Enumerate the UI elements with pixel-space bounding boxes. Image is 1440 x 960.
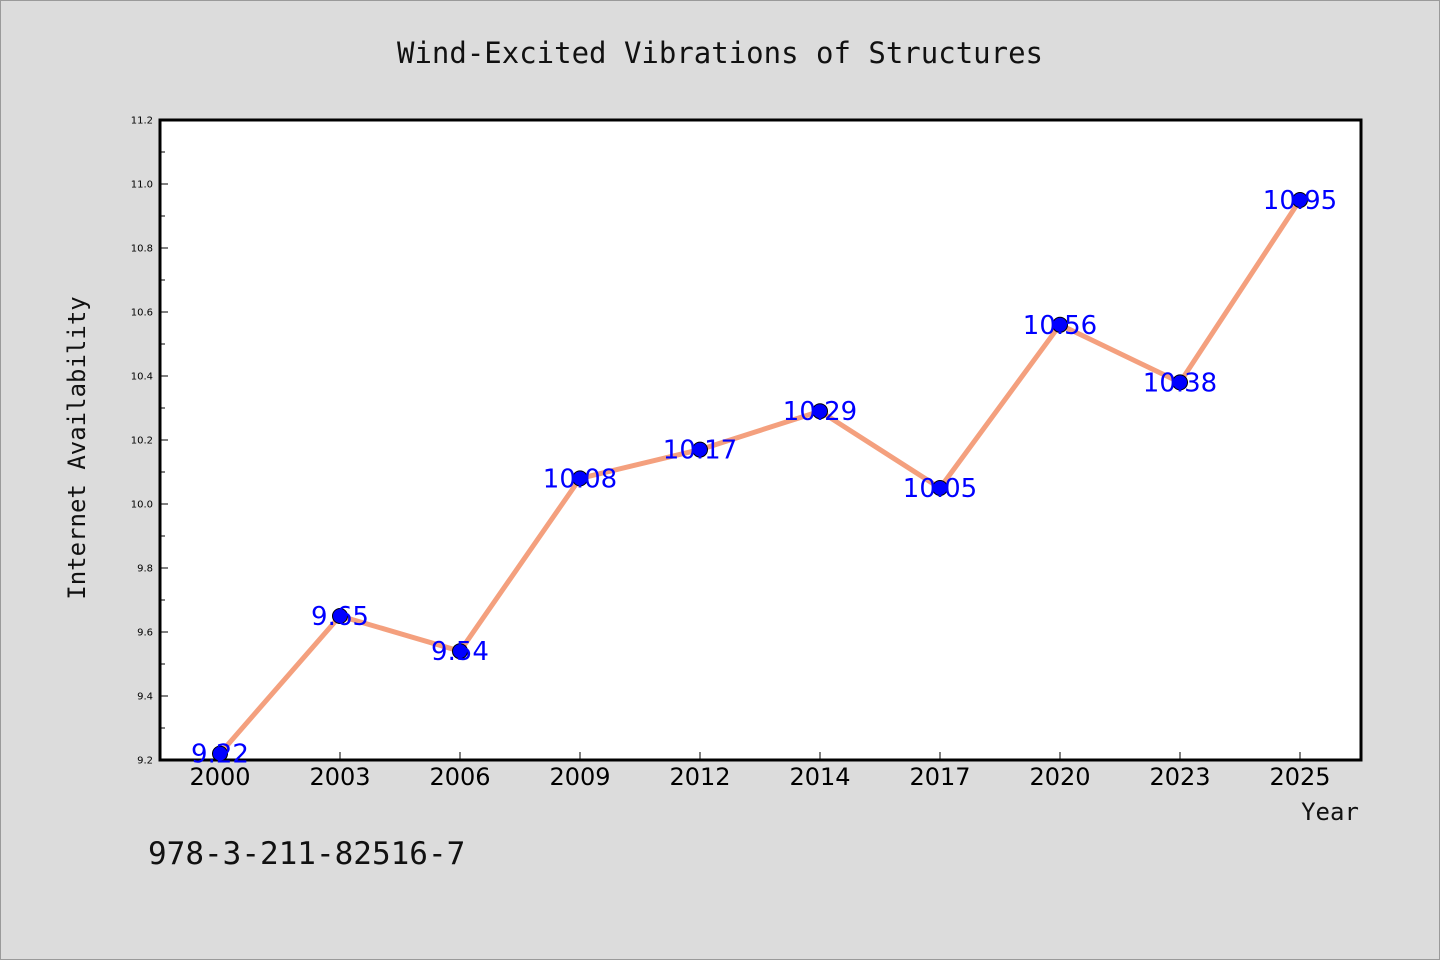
x-tick-label: 2017 <box>909 763 970 791</box>
x-tick-label: 2012 <box>669 763 730 791</box>
data-point <box>572 470 588 487</box>
data-point <box>932 480 948 496</box>
y-tick-label: 10.2 <box>131 436 153 447</box>
series-markers <box>212 192 1308 762</box>
y-tick-label: 9.6 <box>137 628 153 639</box>
chart-title: Wind-Excited Vibrations of Structures <box>397 36 1043 70</box>
data-label: 9.54 <box>431 637 489 667</box>
x-tick-label: 2020 <box>1029 763 1090 791</box>
data-point <box>452 643 468 660</box>
data-label: 10.38 <box>1143 368 1217 398</box>
x-axis-ticks: 2000 2003 2006 2009 2012 2014 2017 2020 2023 2025 <box>189 752 1331 791</box>
y-tick-label: 9.8 <box>137 564 153 575</box>
y-tick-label: 10.8 <box>131 244 153 255</box>
data-point <box>812 403 828 420</box>
data-point <box>1052 316 1068 333</box>
y-axis-ticks: 9.2 9.4 9.6 9.8 10.0 10.2 10.4 10.6 10.8 11.0 11.2 <box>131 116 168 767</box>
data-label: 10.29 <box>783 397 857 427</box>
isbn-text: 978-3-211-82516-7 <box>148 836 465 872</box>
y-tick-label: 10.6 <box>131 308 153 319</box>
y-tick-label: 9.2 <box>137 756 153 767</box>
data-label: 10.08 <box>543 464 617 494</box>
data-label: 10.56 <box>1023 311 1097 341</box>
data-point <box>332 608 348 624</box>
series-polyline <box>217 197 1303 757</box>
data-label: 9.65 <box>311 602 369 632</box>
data-point <box>692 441 708 458</box>
x-tick-label: 2023 <box>1149 763 1210 791</box>
x-axis-label: Year <box>1301 798 1359 826</box>
y-tick-label: 10.4 <box>131 372 153 383</box>
data-label: 9.22 <box>191 740 249 770</box>
data-point <box>1292 192 1308 208</box>
data-label: 10.05 <box>903 474 977 504</box>
data-point <box>212 745 228 762</box>
x-tick-label: 2000 <box>189 763 250 791</box>
x-tick-label: 2025 <box>1269 763 1330 791</box>
y-tick-label: 11.0 <box>131 180 153 191</box>
data-label: 10.17 <box>663 436 737 466</box>
y-tick-label: 10.0 <box>131 500 153 511</box>
series-line <box>217 197 1303 757</box>
y-tick-label: 11.2 <box>131 116 153 127</box>
data-labels: 9.22 9.65 9.54 10.08 10.17 10.29 10.05 10.56 10.… <box>191 186 1337 770</box>
x-tick-label: 2009 <box>549 763 610 791</box>
x-tick-label: 2014 <box>789 763 850 791</box>
data-label: 10.95 <box>1263 186 1337 216</box>
y-axis-label: Internet Availability <box>63 296 91 599</box>
x-tick-label: 2003 <box>309 763 370 791</box>
plot-area <box>158 118 1363 762</box>
data-point <box>1172 374 1188 391</box>
y-tick-label: 9.4 <box>137 692 153 703</box>
x-tick-label: 2006 <box>429 763 490 791</box>
